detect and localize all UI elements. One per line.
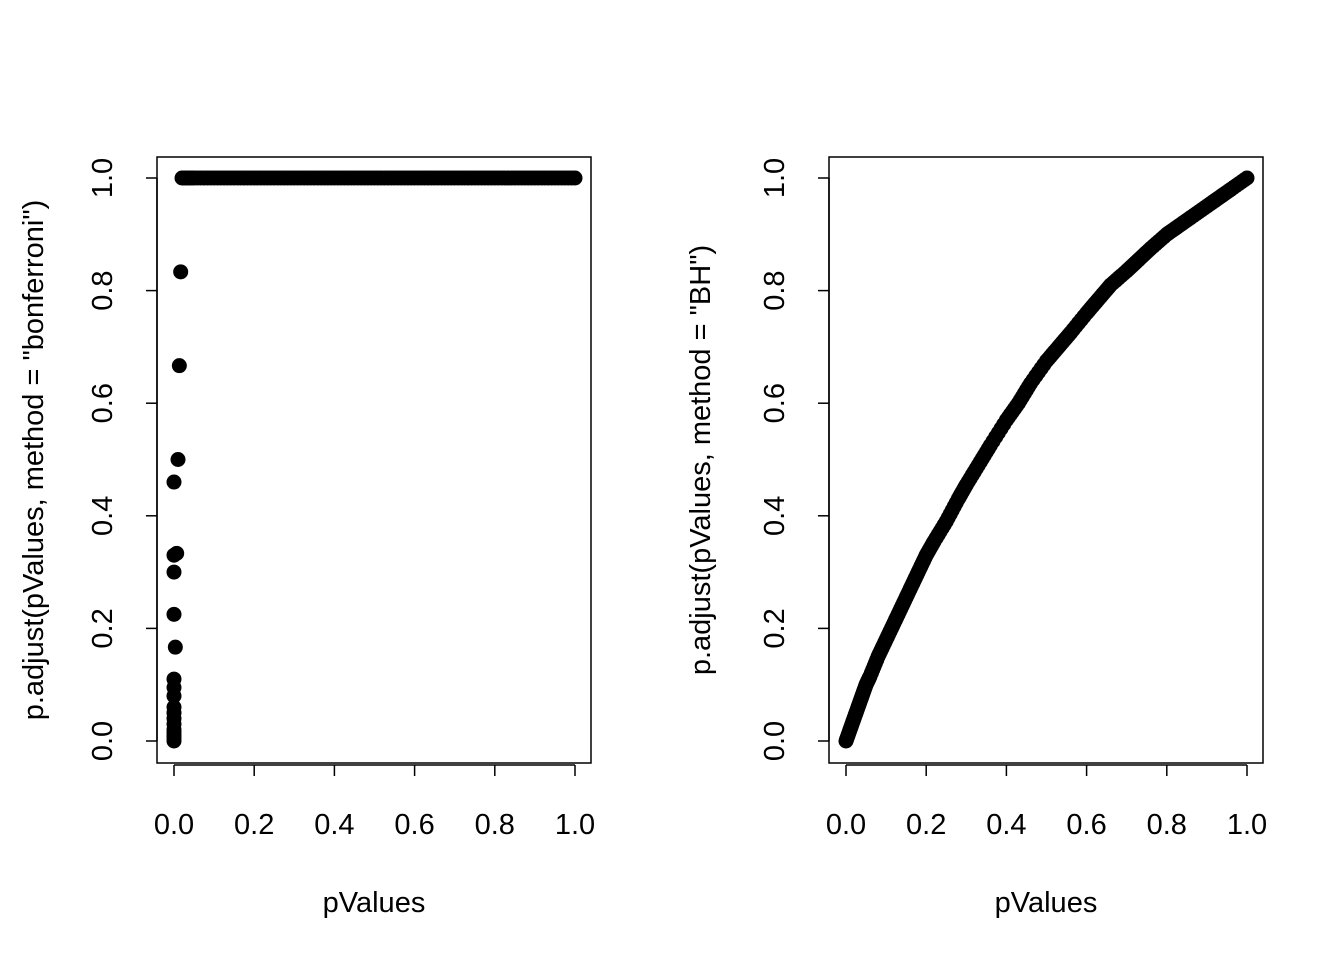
x-tick-label: 0.8 xyxy=(1147,809,1187,841)
x-tick-label: 0.4 xyxy=(986,809,1026,841)
points xyxy=(838,170,1255,749)
y-tick-label: 0.6 xyxy=(87,383,119,423)
data-point xyxy=(564,170,580,186)
y-tick-label: 0.2 xyxy=(87,608,119,648)
y-tick-label: 0.4 xyxy=(87,496,119,536)
panel-bonferroni: 0.0 0.2 0.4 0.6 0.8 1.0 0.0 0.2 0.4 0.6 0.8 1.0 pV… xyxy=(18,156,595,919)
x-axis-label: pValues xyxy=(323,887,426,919)
x-tick-label: 0.0 xyxy=(154,809,194,841)
y-tick-label: 0.4 xyxy=(759,496,791,536)
y-axis-label: p.adjust(pValues, method = "bonferroni") xyxy=(18,200,50,721)
y-axis: 0.0 0.2 0.4 0.6 0.8 1.0 xyxy=(759,158,830,761)
panel-bh: 0.0 0.2 0.4 0.6 0.8 1.0 0.0 0.2 0.4 0.6 0.8 1.0 pV… xyxy=(685,156,1267,919)
x-tick-label: 0.8 xyxy=(475,809,515,841)
points xyxy=(166,170,583,749)
y-tick-label: 1.0 xyxy=(759,158,791,198)
y-axis: 0.0 0.2 0.4 0.6 0.8 1.0 xyxy=(87,158,158,761)
x-axis: 0.0 0.2 0.4 0.6 0.8 1.0 xyxy=(154,764,595,841)
y-axis-label: p.adjust(pValues, method = "BH") xyxy=(685,245,717,675)
data-point xyxy=(167,639,183,655)
y-tick-label: 1.0 xyxy=(87,158,119,198)
x-tick-label: 1.0 xyxy=(1227,809,1267,841)
x-tick-label: 0.6 xyxy=(1066,809,1106,841)
x-tick-label: 0.2 xyxy=(906,809,946,841)
x-tick-label: 1.0 xyxy=(555,809,595,841)
data-point xyxy=(171,358,187,374)
data-point xyxy=(166,733,182,749)
y-tick-label: 0.6 xyxy=(759,383,791,423)
plot-box xyxy=(156,156,592,764)
x-tick-label: 0.4 xyxy=(314,809,354,841)
data-point xyxy=(166,688,182,704)
y-tick-label: 0.0 xyxy=(87,721,119,761)
data-point xyxy=(166,564,182,580)
x-tick-label: 0.6 xyxy=(394,809,434,841)
data-point xyxy=(166,606,182,622)
x-tick-label: 0.2 xyxy=(234,809,274,841)
x-axis-label: pValues xyxy=(995,887,1098,919)
x-axis: 0.0 0.2 0.4 0.6 0.8 1.0 xyxy=(826,764,1267,841)
plot-box xyxy=(828,156,1264,764)
y-tick-label: 0.8 xyxy=(87,270,119,310)
y-tick-label: 0.2 xyxy=(759,608,791,648)
data-point xyxy=(1236,172,1252,188)
y-tick-label: 0.0 xyxy=(759,721,791,761)
data-point xyxy=(170,452,186,467)
data-point xyxy=(173,264,189,280)
y-tick-label: 0.8 xyxy=(759,270,791,310)
x-tick-label: 0.0 xyxy=(826,809,866,841)
data-point xyxy=(166,474,182,490)
data-point xyxy=(169,545,185,561)
